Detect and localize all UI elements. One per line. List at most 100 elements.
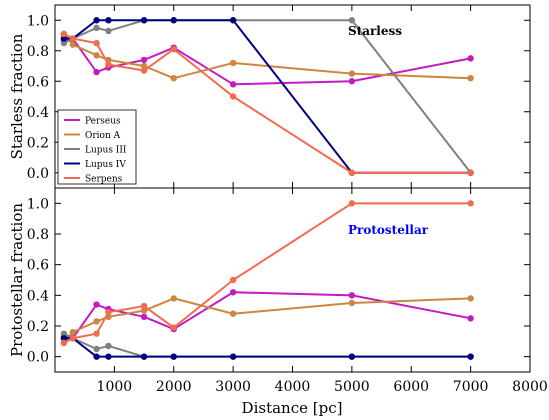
data-point-starless-lupus-iv <box>93 17 100 24</box>
data-point-protostellar-perseus <box>229 289 237 296</box>
x-tick-label: 1000 <box>97 379 133 395</box>
y-tick-label-protostellar: 1.0 <box>27 196 49 212</box>
data-point-starless-lupus-iv <box>105 17 112 24</box>
data-point-protostellar-lupus-iv <box>93 353 100 360</box>
legend-box <box>57 109 137 185</box>
data-point-starless-serpens <box>69 35 77 42</box>
data-point-protostellar-orion-a <box>140 307 148 314</box>
data-point-protostellar-lupus-iv <box>348 353 356 360</box>
data-point-starless-serpens <box>140 67 148 74</box>
data-point-protostellar-lupus-iv <box>105 353 112 360</box>
data-point-starless-orion-a <box>348 70 356 77</box>
series-line-protostellar-orion-a <box>63 297 471 344</box>
y-tick-label-starless: 0.6 <box>27 74 49 90</box>
data-point-starless-orion-a <box>140 62 148 70</box>
y-tick-label-starless: 1.0 <box>27 13 49 29</box>
data-point-protostellar-lupus-iii <box>105 342 112 350</box>
data-point-protostellar-perseus <box>140 313 148 320</box>
data-point-protostellar-serpens <box>229 276 237 284</box>
legend: Perseus Orion A Lupus III Lupus IV Serpens <box>57 109 137 185</box>
data-point-starless-orion-a <box>69 41 77 48</box>
data-point-protostellar-lupus-iv <box>229 353 237 360</box>
y-tick-label-starless: 0.0 <box>27 166 49 182</box>
data-point-starless-perseus <box>140 56 148 64</box>
data-point-starless-orion-a <box>467 75 474 82</box>
data-point-starless-serpens <box>348 169 356 176</box>
data-point-protostellar-orion-a <box>170 295 177 302</box>
series-line-protostellar-lupus-iii <box>63 332 471 358</box>
data-point-starless-lupus-iii <box>348 17 356 24</box>
legend-label-serpens: Serpens <box>85 175 123 185</box>
data-point-starless-serpens <box>60 30 68 38</box>
y-tick-label-protostellar: 0.0 <box>27 350 49 366</box>
data-point-starless-perseus <box>467 55 474 62</box>
data-point-protostellar-serpens <box>93 330 100 337</box>
y-tick-label-starless: 0.2 <box>27 135 49 151</box>
data-point-starless-orion-a <box>229 59 237 67</box>
y-tick-label-starless: 0.8 <box>27 44 49 60</box>
data-point-protostellar-serpens <box>467 200 474 207</box>
data-point-starless-serpens <box>105 61 112 68</box>
protostellar-panel-title: Protostellar <box>348 223 429 237</box>
data-point-starless-perseus <box>93 68 100 76</box>
data-point-protostellar-lupus-iii <box>93 345 100 353</box>
y-tick-label-protostellar: 0.2 <box>27 319 49 335</box>
x-axis-label: Distance [pc] <box>242 399 343 417</box>
legend-label-perseus: Perseus <box>85 117 121 127</box>
y-tick-label-protostellar: 0.6 <box>27 258 49 274</box>
data-point-protostellar-lupus-iv <box>140 353 148 360</box>
data-point-protostellar-lupus-iv <box>467 353 474 360</box>
data-point-starless-lupus-iv <box>140 17 148 24</box>
x-tick-label: 3000 <box>215 379 251 395</box>
y-tick-label-protostellar: 0.4 <box>27 288 49 304</box>
data-point-protostellar-serpens <box>60 339 68 347</box>
data-point-starless-lupus-iv <box>229 17 237 24</box>
data-point-starless-orion-a <box>93 52 100 59</box>
data-point-protostellar-serpens <box>140 302 148 310</box>
data-point-protostellar-orion-a <box>229 310 237 317</box>
protostellar-y-ticks: 0.0 0.2 0.4 0.6 0.8 1.0 <box>27 188 531 372</box>
y-tick-label-protostellar: 0.8 <box>27 227 49 243</box>
x-tick-label: 7000 <box>453 379 489 395</box>
data-point-starless-serpens <box>229 93 237 100</box>
data-point-protostellar-perseus <box>467 315 474 322</box>
data-point-protostellar-perseus <box>93 301 100 308</box>
data-point-protostellar-lupus-iv <box>60 335 68 342</box>
data-point-starless-perseus <box>229 81 237 88</box>
data-point-starless-lupus-iv <box>170 17 177 24</box>
protostellar-panel: 0.0 0.2 0.4 0.6 0.8 1.0 Protostellar Protoste… <box>8 187 531 373</box>
x-tick-label: 8000 <box>512 379 548 395</box>
data-point-protostellar-serpens <box>348 200 356 207</box>
data-point-starless-serpens <box>93 39 100 47</box>
series-line-protostellar-perseus <box>63 291 471 340</box>
data-point-starless-perseus <box>348 78 356 85</box>
starless-y-ticks: 0.0 0.2 0.4 0.6 0.8 1.0 <box>27 5 531 188</box>
data-point-starless-lupus-iii <box>60 39 68 47</box>
protostellar-series-group <box>60 200 474 360</box>
data-point-protostellar-orion-a <box>467 295 474 302</box>
legend-label-lupus-iv: Lupus IV <box>85 160 126 170</box>
data-point-protostellar-orion-a <box>69 328 77 336</box>
data-point-protostellar-lupus-iii <box>60 330 68 337</box>
data-point-protostellar-perseus <box>348 292 356 299</box>
series-line-protostellar-lupus-iv <box>63 337 471 358</box>
starless-y-axis-label: Starless fraction <box>8 33 26 159</box>
starless-series-group <box>60 17 474 176</box>
data-point-starless-lupus-iii <box>93 24 100 32</box>
data-point-protostellar-serpens <box>69 335 77 342</box>
x-axis-ticks: 1000 2000 3000 4000 5000 6000 7000 8000 <box>97 379 548 395</box>
x-tick-label: 6000 <box>393 379 429 395</box>
x-tick-label: 2000 <box>156 379 192 395</box>
data-point-protostellar-lupus-iv <box>170 353 177 360</box>
data-point-starless-lupus-iv <box>60 35 68 42</box>
legend-label-lupus-iii: Lupus III <box>85 146 127 156</box>
data-point-starless-lupus-iii <box>105 27 112 35</box>
data-point-starless-orion-a <box>170 75 177 82</box>
data-point-starless-serpens <box>170 46 177 53</box>
starless-panel: 0.0 0.2 0.4 0.6 0.8 1.0 Starless Starless fra… <box>8 4 531 189</box>
series-line-starless-perseus <box>63 37 471 86</box>
data-point-protostellar-orion-a <box>93 318 100 325</box>
y-tick-label-starless: 0.4 <box>27 105 49 121</box>
protostellar-y-axis-label: Protostellar fraction <box>8 203 26 357</box>
